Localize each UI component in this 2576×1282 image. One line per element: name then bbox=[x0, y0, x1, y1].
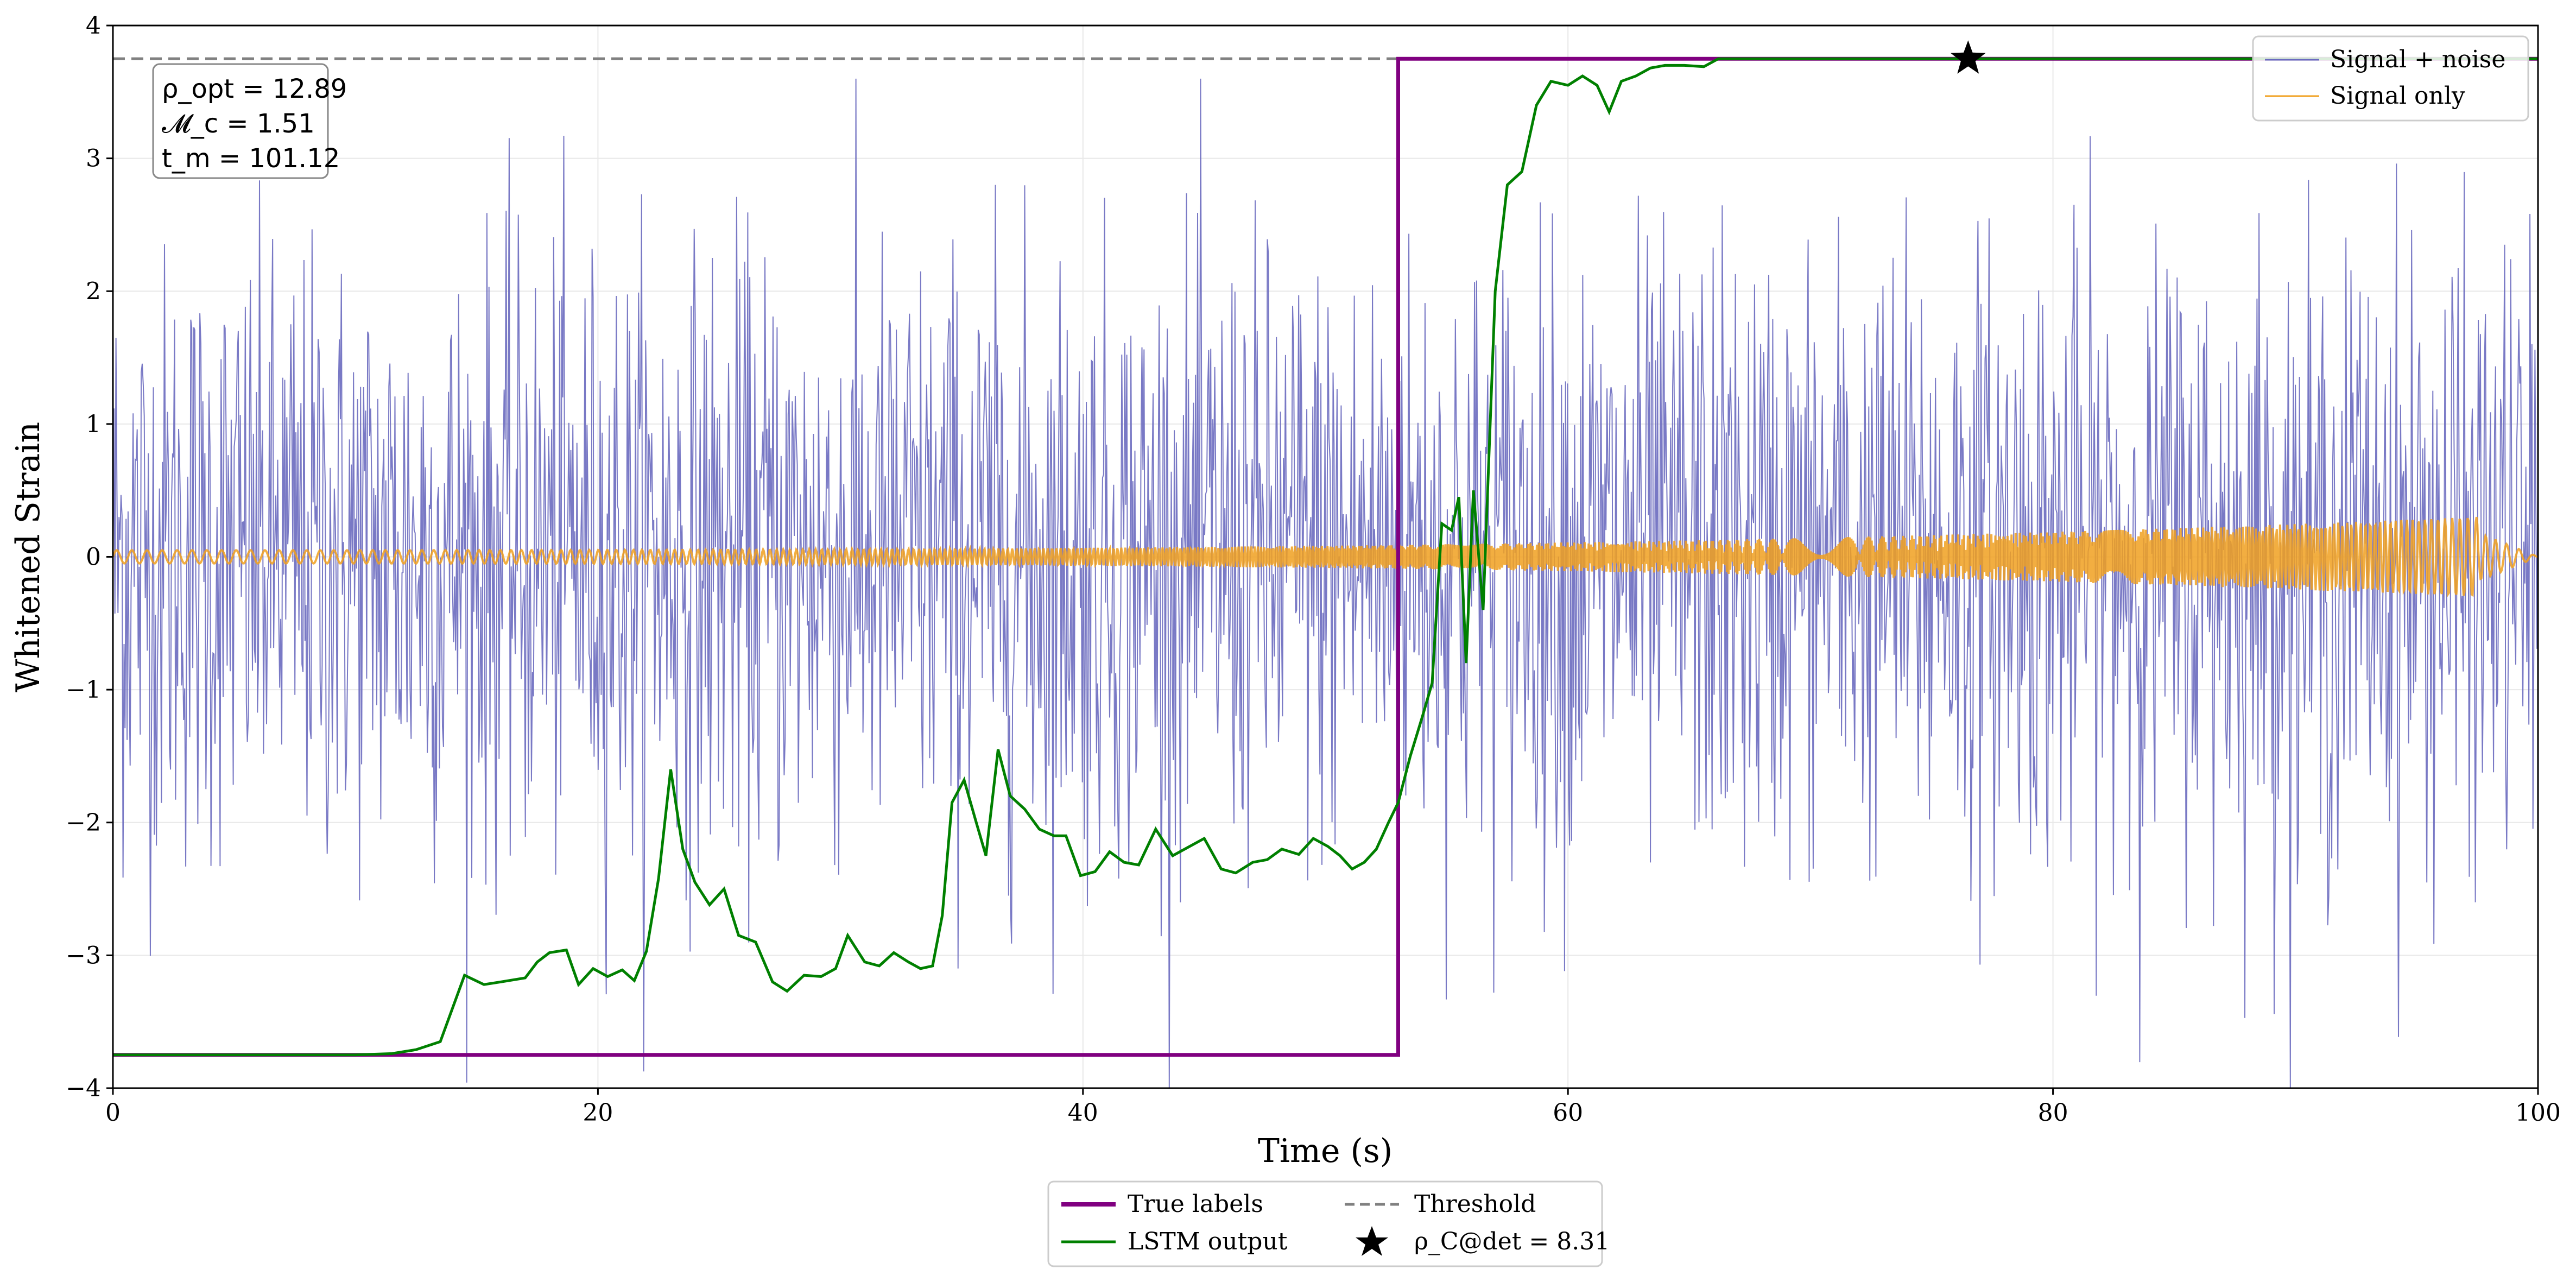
detection-marker bbox=[1950, 40, 1986, 74]
legend-label-detection: ρ_C@det = 8.31 bbox=[1414, 1228, 1610, 1255]
legend-swatch-detection-star bbox=[1356, 1226, 1388, 1256]
lstm-output-line bbox=[113, 57, 2538, 1057]
legend-label-lstm-output: LSTM output bbox=[1128, 1228, 1288, 1255]
legend-lower-frame bbox=[1047, 1180, 1603, 1267]
y-tick-label: −2 bbox=[66, 809, 101, 837]
y-tick-label: 0 bbox=[86, 544, 101, 571]
signal-only-line bbox=[112, 516, 2539, 597]
legend-label-threshold: Threshold bbox=[1414, 1190, 1536, 1218]
legend-label-true-labels: True labels bbox=[1128, 1190, 1263, 1218]
legend-lower: True labels LSTM output Threshold ρ_C@de… bbox=[1047, 1180, 1610, 1267]
info-line-merger-time: t_m = 101.12 bbox=[162, 143, 340, 174]
x-tick-label: 0 bbox=[105, 1099, 121, 1127]
y-tick-label: −3 bbox=[66, 942, 101, 969]
legend-label-signal-plus-noise: Signal + noise bbox=[2330, 46, 2505, 73]
x-tick-label: 40 bbox=[1068, 1099, 1098, 1127]
x-tick-label: 80 bbox=[2038, 1099, 2068, 1127]
legend-label-signal-only: Signal only bbox=[2330, 82, 2465, 110]
info-box: ρ_opt = 12.89 𝓜_c = 1.51 t_m = 101.12 bbox=[152, 63, 347, 179]
y-tick-label: −4 bbox=[66, 1075, 101, 1102]
x-tick-label: 60 bbox=[1553, 1099, 1583, 1127]
signal-plus-noise-series bbox=[112, 78, 2539, 1089]
legend-upper: Signal + noise Signal only bbox=[2252, 35, 2529, 122]
axis-ticks: 0 20 40 60 80 100 4 3 2 1 0 −1 −2 −3 −4 bbox=[66, 12, 2561, 1127]
y-tick-label: 2 bbox=[86, 277, 101, 305]
detection-star bbox=[1950, 40, 1986, 74]
x-tick-label: 100 bbox=[2515, 1099, 2561, 1127]
info-box-frame bbox=[152, 63, 329, 179]
x-axis-label: Time (s) bbox=[1258, 1132, 1393, 1170]
y-tick-label: 4 bbox=[86, 12, 101, 40]
info-line-chirp-mass: 𝓜_c = 1.51 bbox=[162, 109, 315, 139]
signal-only-series bbox=[112, 516, 2539, 597]
y-axis-label: Whitened Strain bbox=[9, 422, 47, 692]
legend-upper-frame bbox=[2252, 35, 2529, 122]
y-tick-label: 3 bbox=[86, 145, 101, 173]
y-tick-label: −1 bbox=[66, 676, 101, 704]
lstm-output-series bbox=[113, 57, 2538, 1057]
y-tick-label: 1 bbox=[86, 411, 101, 438]
info-line-rho-opt: ρ_opt = 12.89 bbox=[162, 74, 347, 104]
signal-plus-noise-line bbox=[112, 78, 2539, 1089]
x-tick-label: 20 bbox=[583, 1099, 613, 1127]
